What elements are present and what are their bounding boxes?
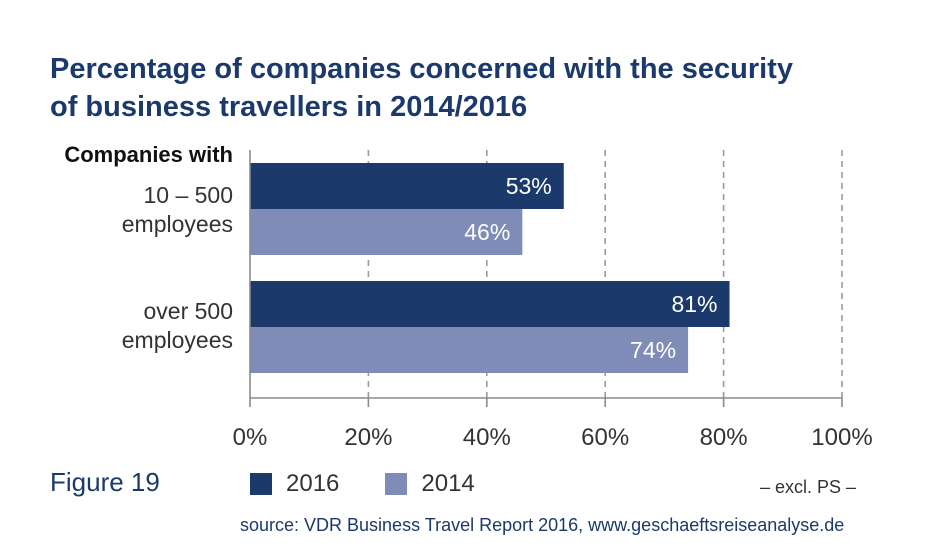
legend: 2016 2014 bbox=[250, 470, 521, 498]
category-label-0-1: employees bbox=[122, 211, 233, 237]
legend-label-2014: 2014 bbox=[421, 470, 475, 497]
bar-2014-0 bbox=[250, 209, 523, 255]
chart-title-line-1: Percentage of companies concerned with t… bbox=[50, 53, 793, 85]
x-tick-label-60: 60% bbox=[581, 424, 629, 451]
x-tick-label-0: 0% bbox=[233, 424, 268, 451]
data-label-2016-0: 53% bbox=[506, 173, 552, 199]
data-label-2014-0: 46% bbox=[464, 219, 510, 245]
category-label-0-0: 10 – 500 bbox=[143, 182, 233, 208]
data-label-2016-1: 81% bbox=[671, 291, 717, 317]
bar-chart: 53% 81% 46% 74% 0% 20% 40% 60% 80% 100% Companies … bbox=[64, 142, 872, 451]
x-tick-label-100: 100% bbox=[811, 424, 872, 451]
bar-2016-0 bbox=[250, 163, 564, 209]
x-tick-label-40: 40% bbox=[463, 424, 511, 451]
category-label-1-0: over 500 bbox=[143, 298, 233, 324]
bar-2016-1 bbox=[250, 281, 730, 327]
legend-item-2016: 2016 bbox=[250, 470, 339, 498]
category-label-1-1: employees bbox=[122, 327, 233, 353]
legend-swatch-2014 bbox=[385, 473, 408, 495]
x-tick-label-80: 80% bbox=[700, 424, 748, 451]
figure-label: Figure 19 bbox=[50, 467, 160, 497]
legend-label-2016: 2016 bbox=[286, 470, 340, 497]
chart-title: Percentage of companies concerned with t… bbox=[50, 50, 910, 126]
legend-item-2014: 2014 bbox=[385, 470, 475, 498]
bar-2014-1 bbox=[250, 327, 689, 373]
legend-swatch-2016 bbox=[250, 473, 272, 495]
data-label-2014-1: 74% bbox=[630, 337, 676, 363]
category-header: Companies with bbox=[64, 142, 233, 167]
exclusion-note: – excl. PS – bbox=[760, 477, 857, 497]
x-tick-label-20: 20% bbox=[344, 424, 392, 451]
chart-title-line-2: of business travellers in 2014/2016 bbox=[50, 91, 528, 123]
source-line: source: VDR Business Travel Report 2016,… bbox=[240, 515, 845, 535]
